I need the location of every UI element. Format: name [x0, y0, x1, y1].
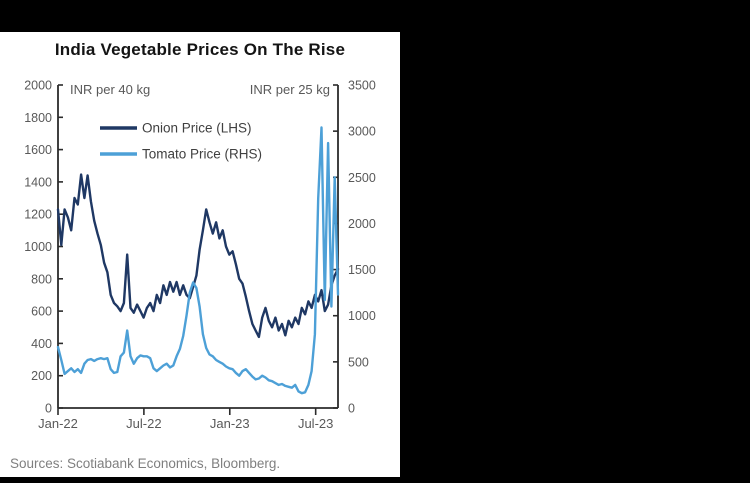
price-chart: 0 200 400 600 800 1000 1200 1400 1600 1800 2000 0 50… [24, 79, 376, 432]
left-axis-tick-label: 200 [31, 369, 52, 383]
left-axis-tick-label: 1200 [24, 208, 52, 222]
sources-note: Sources: Scotiabank Economics, Bloomberg… [10, 456, 281, 471]
left-axis-tick-label: 800 [31, 272, 52, 286]
left-axis-tick-label: 1800 [24, 111, 52, 125]
right-axis-tick-label: 0 [348, 402, 355, 416]
x-axis-tick-label: Jul-22 [126, 416, 161, 431]
left-axis-tick-label: 600 [31, 305, 52, 319]
left-axis-tick-label: 1000 [24, 240, 52, 254]
left-axis-tick-label: 2000 [24, 79, 52, 93]
tomato-price-line [56, 126, 340, 395]
right-axis-tick-label: 1500 [348, 263, 376, 277]
legend-label-onion: Onion Price (LHS) [142, 121, 252, 136]
right-axis-tick-label: 2500 [348, 171, 376, 185]
x-axis-tick-label: Jan-22 [38, 416, 78, 431]
x-axis-tick-label: Jan-23 [210, 416, 250, 431]
left-axis-tick-label: 400 [31, 337, 52, 351]
legend-label-tomato: Tomato Price (RHS) [142, 147, 262, 162]
chart-panel: India Vegetable Prices On The Rise 0 200 4… [0, 32, 400, 477]
left-axis-tick-label: 1600 [24, 143, 52, 157]
right-axis-tick-label: 3000 [348, 125, 376, 139]
onion-price-line [56, 173, 340, 339]
chart-title: India Vegetable Prices On The Rise [54, 40, 346, 59]
right-axis-tick-label: 2000 [348, 217, 376, 231]
left-axis-tick-label: 0 [45, 402, 52, 416]
right-axis-tick-label: 500 [348, 355, 369, 369]
right-axis-tick-label: 3500 [348, 79, 376, 93]
right-axis-tick-label: 1000 [348, 309, 376, 323]
left-axis-tick-label: 1400 [24, 175, 52, 189]
x-axis-tick-label: Jul-23 [298, 416, 333, 431]
left-unit-annotation: INR per 40 kg [70, 82, 150, 97]
right-unit-annotation: INR per 25 kg [250, 82, 330, 97]
